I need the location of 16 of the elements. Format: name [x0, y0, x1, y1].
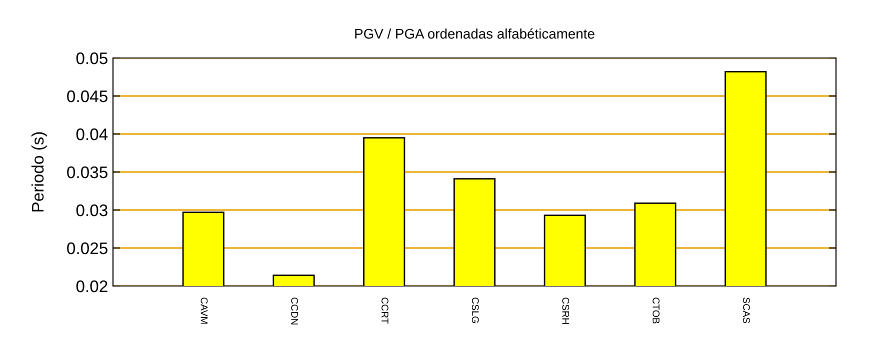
- x-tick-label: CCRT: [382, 298, 388, 324]
- x-tick-label: SCAS: [743, 298, 750, 324]
- chart-title: PGV / PGA ordenadas alfabéticamente: [355, 28, 594, 39]
- x-tick-label: CTOB: [652, 298, 660, 324]
- y-tick-label: 0.04: [76, 128, 108, 140]
- x-tick-label: CCDN: [291, 298, 298, 324]
- x-tick-label: CSRH: [562, 298, 570, 324]
- y-axis-title: Periodo (s): [31, 132, 47, 212]
- x-tick-label: CSLG: [472, 298, 479, 323]
- x-tick-label: CAVM: [200, 298, 208, 324]
- y-tick-label: 0.025: [67, 242, 108, 254]
- y-tick-label: 0.05: [76, 52, 108, 64]
- y-tick-label: 0.03: [76, 204, 108, 216]
- y-tick-label: 0.045: [67, 90, 108, 102]
- y-tick-label: 0.02: [76, 280, 108, 292]
- y-tick-label: 0.035: [67, 166, 108, 178]
